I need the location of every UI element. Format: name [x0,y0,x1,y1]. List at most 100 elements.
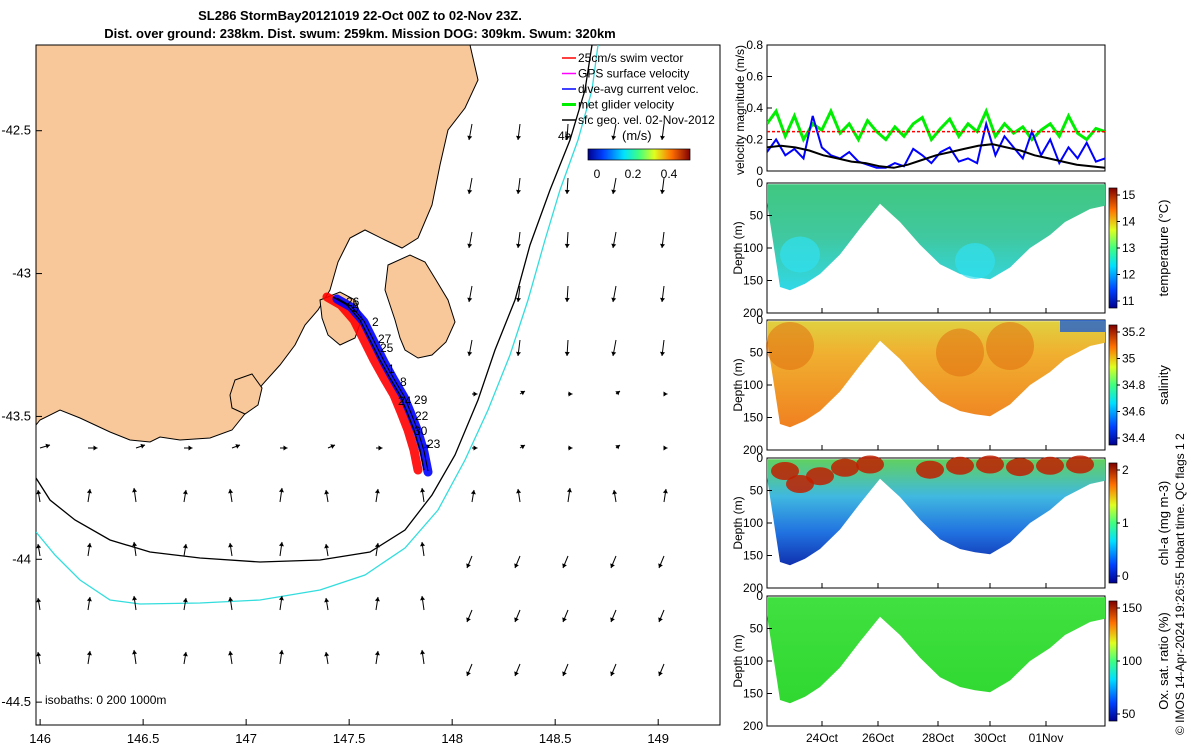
current-arrow [568,391,573,397]
map-y-ticks: -42.5 -43 -43.5 -44 -44.5 [1,123,42,709]
current-arrow-head [374,651,380,656]
velocity-ytick-label: 0.4 [746,101,763,115]
current-arrow [472,391,478,397]
current-arrow-head [36,490,42,495]
current-arrow-head [663,391,668,397]
current-arrow-head [374,543,380,548]
current-arrow-head [235,444,240,449]
current-arrow-head [45,443,50,449]
depth-panel-salinity: 0 50 100 150 200 Depth (m) 35.2 35 34.8 34.6 34.4 s… [731,313,1171,457]
track-centerline [332,296,425,471]
current-arrow [86,488,92,503]
current-arrow-head [228,489,234,494]
current-arrow-head [516,489,522,494]
depth-ytick-label: 50 [750,484,764,498]
depth-colorbar-tick-label: 1 [1122,516,1129,530]
current-arrow-head [420,542,426,547]
velocity-y-ticks: 0 0.2 0.4 0.6 0.8 [746,38,772,178]
current-arrow [374,650,380,665]
depth-colorbar-tick-label: 100 [1122,654,1142,668]
velocity-series-line [767,115,1105,169]
current-arrow-head [228,543,234,548]
current-arrow [562,555,569,569]
depth-colorbar-tick-label: 35 [1122,352,1136,366]
peninsula-land [384,254,456,359]
current-arrow [278,541,284,557]
depth-ytick-label: 200 [743,719,763,733]
current-arrow [324,543,330,557]
depth-ytick-label: 150 [743,274,763,288]
current-arrow [466,609,473,623]
depth-panel-oxygen: 0 50 100 150 200 24Oct 26Oct 28Oct 30Oct 01Nov Dep… [731,589,1171,745]
current-arrow [420,649,426,665]
map-ytick-label: -44 [12,551,31,566]
current-arrow-head [132,542,138,547]
depth-ytick-label: 0 [756,313,763,327]
map-xtick-label: 147.5 [333,731,366,746]
current-arrow-head [660,243,665,248]
current-arrow-head [36,544,42,549]
current-arrow-head [467,297,473,302]
current-arrow-head [660,135,665,140]
current-arrow-head [278,488,284,493]
current-arrow-head [473,445,478,451]
depth-xtick-label: 28Oct [922,731,955,745]
current-arrow-head [86,651,92,656]
current-arrow-head [610,671,615,676]
current-arrow [324,597,330,611]
depth-colorbar-label: chl-a (mg m-3) [1156,481,1171,566]
current-arrow-head [467,189,473,194]
depth-colorbar-tick-label: 12 [1122,268,1136,282]
current-arrow-head [611,243,617,248]
depth-ylabel: Depth (m) [731,221,745,274]
current-arrow-head [514,617,519,622]
current-arrow [278,649,284,665]
chla-high-patch [856,455,884,474]
current-arrow [278,595,284,611]
current-arrow [611,231,617,249]
track-label: 5 [352,301,359,315]
current-arrow [135,443,146,449]
map-xtick-label: 146 [29,731,51,746]
current-arrow-head [658,617,663,622]
current-arrow [132,595,138,611]
speed-colorbar: (m/s) 0 0.2 0.4 [587,128,691,181]
current-arrow [662,488,668,503]
island-land [229,373,263,415]
current-arrow [658,609,665,623]
depth-colorbar-label: salinity [1156,365,1171,405]
current-arrow-head [466,617,471,622]
current-arrow [658,555,665,569]
current-arrow [615,390,621,396]
chla-high-patch [976,455,1004,474]
current-arrow [324,489,330,503]
current-arrow [420,595,426,611]
track-label: 29 [414,393,428,407]
depth-ytick-label: 150 [743,687,763,701]
depth-panel-section [767,184,1105,291]
current-arrow [514,609,521,623]
current-arrow [516,488,522,503]
depth-colorbar-tick-label: 2 [1122,463,1129,477]
depth-colorbar-tick-label: 15 [1122,188,1136,202]
current-arrow [88,445,98,451]
legend-label: sfc geo. vel. 02-Nov-2012 [578,113,715,127]
current-arrow-head [516,297,521,302]
current-arrow-head [182,652,188,657]
current-arrow [519,444,526,450]
map-xtick-label: 148.5 [539,731,572,746]
legend-label: dive-avg current veloc. [578,82,699,96]
current-arrow-head [564,243,570,248]
map-ytick-label: -42.5 [1,123,31,138]
speed-colorbar-unit: (m/s) [622,128,652,143]
depth-colorbar [1108,324,1118,446]
current-arrow-head [611,189,617,194]
depth-colorbar-label: Ox. sat. ratio (%) [1156,612,1171,710]
current-arrow-head [324,598,330,603]
depth-ytick-label: 100 [743,516,763,530]
depth-colorbar [1108,600,1118,722]
salinity-high-patch [986,322,1034,370]
temperature-cold-patch [780,236,820,273]
salinity-high-patch [936,328,984,377]
current-arrow-head [473,391,478,397]
